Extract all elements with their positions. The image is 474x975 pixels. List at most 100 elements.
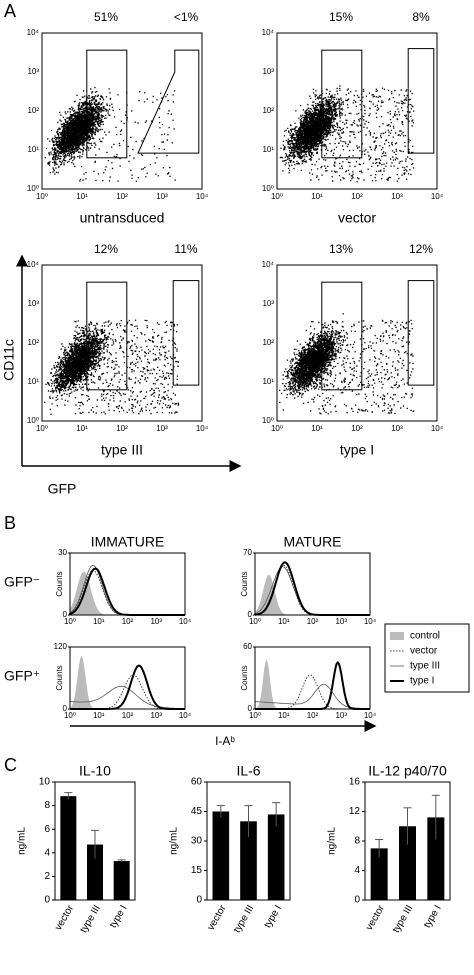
y-tick-label: 120	[54, 642, 68, 651]
x-tick-label: 10⁰	[271, 192, 283, 201]
plot-frame	[69, 552, 186, 616]
x-tick-label: 10⁴	[196, 192, 209, 201]
x-tick-label: type I	[108, 903, 130, 930]
legend-label: vector	[410, 646, 438, 657]
bar	[370, 848, 388, 900]
row-title: GFP⁻	[4, 574, 40, 590]
gate-percent: 11%	[174, 242, 197, 256]
plot-label: type I	[340, 442, 374, 458]
x-tick-label: 10⁴	[179, 711, 192, 720]
x-tick-label: vector	[53, 903, 76, 933]
legend-label: type I	[410, 676, 434, 687]
x-tick-label: 10⁴	[431, 192, 444, 201]
axis-title: Counts	[55, 571, 64, 596]
x-tick-label: 10⁰	[249, 711, 261, 720]
legend-label: control	[410, 631, 440, 642]
x-tick-label: 10¹	[278, 711, 290, 720]
y-tick-label: 10⁴	[262, 260, 275, 269]
histogram-ctl	[70, 571, 185, 615]
panel-label: A	[4, 1, 16, 21]
axis-title: Counts	[240, 571, 249, 596]
y-tick-label: 60	[191, 777, 203, 788]
y-tick-label: 2	[44, 871, 50, 882]
gate-percent: 12%	[94, 242, 118, 256]
plot-frame	[254, 552, 371, 616]
x-tick-label: 10¹	[93, 711, 105, 720]
x-tick-label: 10³	[391, 192, 403, 201]
gate	[321, 281, 363, 391]
plot-frame	[41, 264, 203, 422]
x-tick-label: vector	[364, 903, 387, 933]
plot-frame	[276, 32, 438, 190]
plot-frame	[276, 264, 438, 422]
x-tick-label: 10¹	[311, 424, 323, 433]
x-tick-label: 10³	[150, 711, 162, 720]
x-tick-label: 10¹	[93, 617, 105, 626]
x-tick-label: 10²	[122, 617, 134, 626]
y-tick-label: 30	[191, 836, 203, 847]
dot-cloud	[279, 85, 415, 183]
axis-title: Counts	[240, 665, 249, 690]
x-tick-label: 10³	[391, 424, 403, 433]
x-tick-label: 10⁴	[364, 617, 377, 626]
y-tick-label: 0	[248, 610, 253, 619]
y-tick-label: 10¹	[262, 145, 274, 154]
x-tick-label: 10¹	[278, 617, 290, 626]
plot-label: untransduced	[80, 210, 165, 226]
gate-percent: 12%	[409, 242, 433, 256]
y-tick-label: 10³	[27, 299, 39, 308]
plot-frame	[254, 646, 371, 710]
x-tick-label: 10⁰	[36, 192, 48, 201]
x-tick-label: 10¹	[311, 192, 323, 201]
y-tick-label: 10¹	[27, 145, 39, 154]
y-tick-label: 12	[349, 806, 361, 817]
y-tick-label: 0	[248, 704, 253, 713]
axis-title: I-Aᵇ	[215, 734, 235, 748]
x-tick-label: 10²	[122, 711, 134, 720]
y-tick-label: 16	[349, 777, 361, 788]
x-tick-label: 10²	[351, 424, 363, 433]
gate	[172, 280, 200, 386]
x-tick-label: 10³	[156, 192, 168, 201]
x-tick-label: 10⁰	[249, 617, 261, 626]
y-tick-label: 0	[44, 895, 50, 906]
x-tick-label: type I	[422, 903, 444, 930]
axis-title: Counts	[55, 665, 64, 690]
x-tick-label: 10⁴	[364, 711, 377, 720]
histogram-ctl	[255, 659, 370, 709]
gate	[407, 48, 435, 154]
y-tick-label: 45	[191, 806, 203, 817]
y-tick-label: 10²	[27, 106, 39, 115]
x-tick-label: 10²	[351, 192, 363, 201]
x-tick-label: 10⁴	[431, 424, 444, 433]
y-tick-label: 10³	[262, 299, 274, 308]
y-tick-label: 15	[191, 865, 203, 876]
bar	[60, 796, 77, 900]
y-tick-label: 4	[44, 847, 50, 858]
x-tick-label: type III	[232, 903, 257, 934]
y-tick-label: 30	[58, 548, 67, 557]
y-tick-label: 4	[354, 865, 360, 876]
y-tick-label: 0	[354, 895, 360, 906]
y-tick-label: 10⁰	[27, 416, 39, 425]
x-tick-label: 10¹	[76, 192, 88, 201]
x-tick-label: 10⁰	[64, 617, 76, 626]
gate-percent: 51%	[94, 10, 118, 24]
y-tick-label: 10⁰	[262, 416, 274, 425]
gate	[86, 281, 128, 391]
legend-label: type III	[410, 661, 440, 672]
gate-percent: 13%	[329, 242, 353, 256]
x-tick-label: 10⁰	[36, 424, 48, 433]
x-tick-label: type III	[391, 903, 416, 934]
x-tick-label: 10¹	[76, 424, 88, 433]
y-tick-label: 10²	[262, 106, 274, 115]
histogram-ctl	[255, 574, 370, 615]
axis-title: ng/mL	[327, 827, 338, 855]
bar	[240, 821, 257, 900]
y-tick-label: 10⁴	[27, 28, 40, 37]
legend-swatch	[390, 632, 404, 640]
y-tick-label: 10⁴	[27, 260, 40, 269]
y-tick-label: 0	[63, 610, 68, 619]
x-tick-label: 10³	[335, 617, 347, 626]
